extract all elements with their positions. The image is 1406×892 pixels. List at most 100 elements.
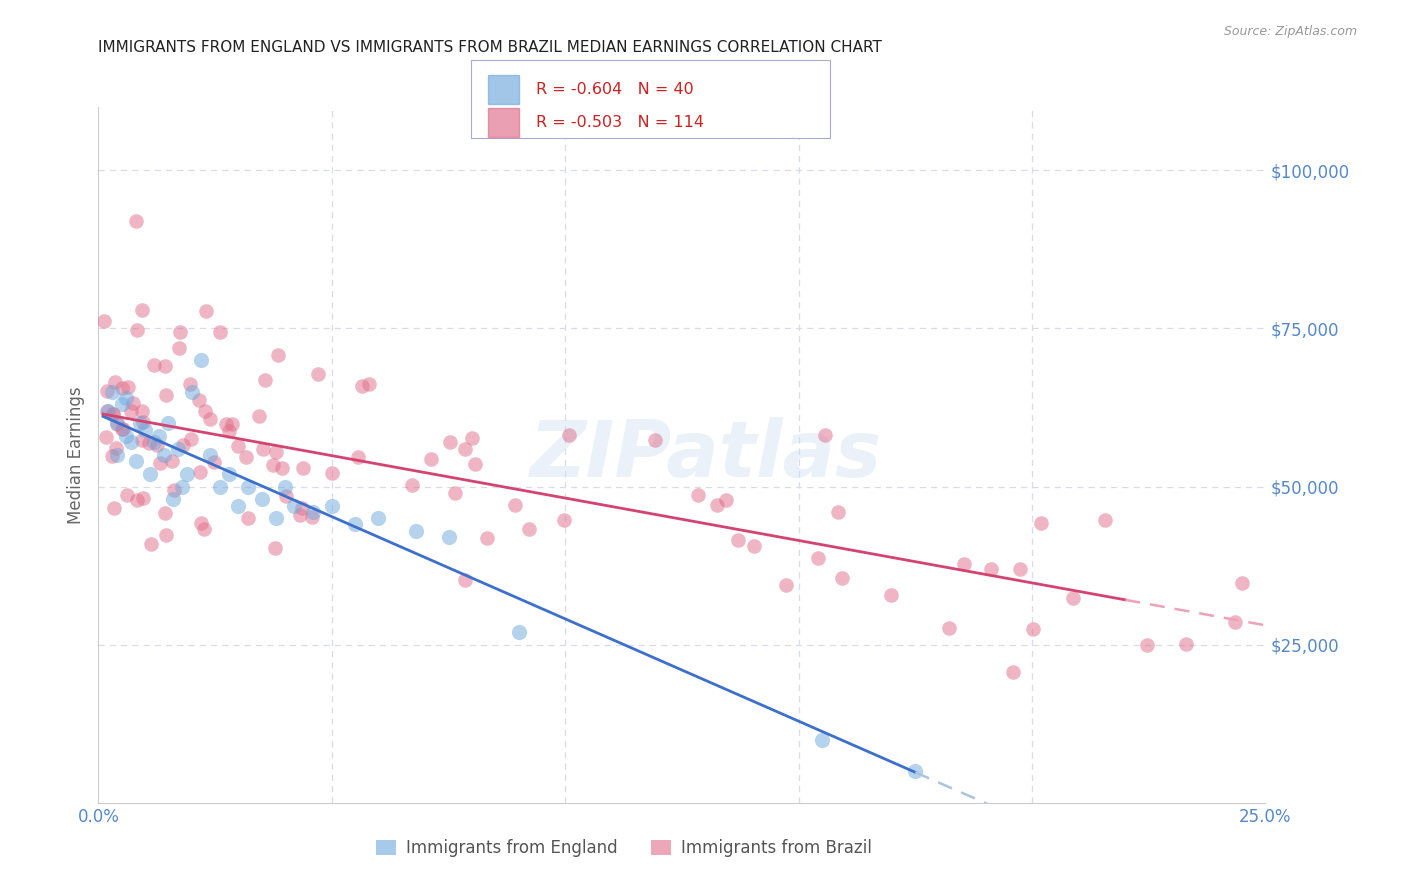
Point: [96, 403, 118, 417]
Point: [238, 511, 260, 525]
Point: [131, 434, 153, 448]
Point: [179, 376, 201, 391]
Point: [644, 433, 666, 447]
Point: [307, 367, 329, 381]
Point: [880, 588, 903, 602]
Point: [814, 428, 837, 442]
Point: [148, 429, 170, 443]
Point: [454, 573, 477, 587]
Point: [1062, 591, 1084, 605]
Point: [163, 483, 186, 498]
Point: [155, 506, 177, 520]
Point: [111, 381, 134, 395]
Point: [461, 431, 484, 445]
Point: [129, 417, 152, 431]
Text: R = -0.604   N = 40: R = -0.604 N = 40: [536, 82, 693, 97]
Point: [367, 511, 389, 525]
Point: [517, 522, 540, 536]
Point: [155, 388, 177, 402]
Point: [475, 531, 498, 545]
Legend: Immigrants from England, Immigrants from Brazil: Immigrants from England, Immigrants from…: [368, 833, 879, 864]
Point: [405, 524, 427, 538]
Point: [321, 499, 343, 513]
Point: [714, 493, 737, 508]
Point: [437, 530, 460, 544]
Point: [111, 422, 134, 436]
Point: [302, 505, 325, 519]
Point: [235, 450, 257, 464]
Point: [131, 404, 153, 418]
Point: [505, 498, 527, 512]
Point: [419, 452, 441, 467]
Point: [167, 341, 190, 355]
Point: [105, 441, 128, 455]
Point: [218, 425, 240, 439]
Point: [288, 508, 311, 523]
Point: [104, 375, 127, 389]
Point: [218, 467, 240, 481]
Point: [94, 430, 117, 444]
Point: [263, 541, 285, 556]
Point: [132, 491, 155, 505]
Point: [1022, 622, 1045, 636]
Point: [553, 513, 575, 527]
Point: [138, 435, 160, 450]
Point: [291, 501, 314, 516]
Point: [346, 450, 368, 464]
Point: [176, 467, 198, 481]
Point: [157, 417, 180, 431]
Point: [727, 533, 749, 547]
Text: R = -0.503   N = 114: R = -0.503 N = 114: [536, 115, 703, 130]
Point: [454, 442, 477, 456]
Point: [254, 373, 277, 387]
Point: [190, 353, 212, 368]
Point: [1232, 576, 1254, 591]
Point: [508, 625, 530, 640]
Point: [143, 359, 166, 373]
Point: [267, 348, 290, 362]
Point: [344, 517, 367, 532]
Point: [190, 516, 212, 530]
Point: [120, 403, 142, 417]
Point: [401, 478, 423, 492]
Point: [149, 456, 172, 470]
Point: [807, 551, 830, 566]
Point: [105, 417, 128, 431]
Point: [706, 498, 728, 512]
Point: [1094, 513, 1116, 527]
Point: [101, 384, 124, 399]
Point: [97, 403, 120, 417]
Point: [283, 499, 305, 513]
Point: [439, 434, 461, 449]
Point: [831, 571, 853, 585]
Point: [226, 439, 249, 453]
Point: [270, 461, 292, 475]
Point: [105, 448, 128, 462]
Point: [172, 479, 194, 493]
Point: [101, 449, 124, 463]
Point: [274, 479, 297, 493]
Point: [193, 522, 215, 536]
Point: [221, 417, 243, 431]
Point: [827, 505, 849, 519]
Point: [103, 501, 125, 516]
Point: [198, 411, 221, 425]
Point: [155, 528, 177, 542]
Point: [264, 511, 287, 525]
Y-axis label: Median Earnings: Median Earnings: [67, 386, 86, 524]
Point: [938, 621, 960, 635]
Point: [775, 578, 797, 592]
Point: [125, 454, 148, 468]
Point: [1002, 665, 1025, 679]
Point: [236, 479, 259, 493]
Point: [125, 493, 148, 508]
Point: [904, 764, 927, 779]
Point: [291, 460, 314, 475]
Point: [153, 359, 176, 374]
Point: [208, 479, 231, 493]
Point: [357, 377, 380, 392]
Point: [744, 539, 766, 553]
Point: [103, 407, 125, 421]
Point: [96, 384, 118, 398]
Point: [122, 396, 145, 410]
